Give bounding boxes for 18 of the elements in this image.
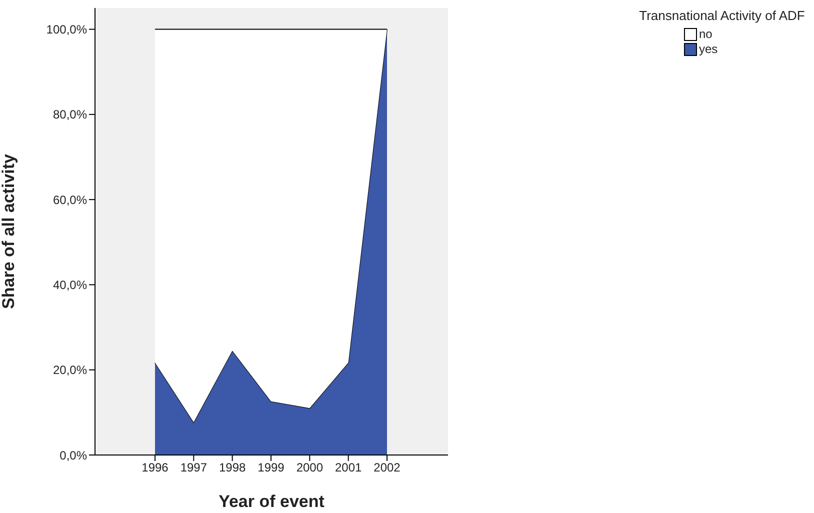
x-tick-label: 1996 xyxy=(142,460,169,475)
y-tick-label: 80,0% xyxy=(52,108,88,122)
y-tick-label: 100,0% xyxy=(46,22,88,37)
y-tick-label: 20,0% xyxy=(52,363,88,378)
x-tick-label: 2002 xyxy=(374,460,401,475)
x-tick-label: 2001 xyxy=(334,460,362,475)
y-tick-label: 40,0% xyxy=(52,278,88,292)
x-tick-label: 1997 xyxy=(180,460,208,475)
y-tick-label: 0,0% xyxy=(60,448,88,462)
legend-label: yes xyxy=(698,42,719,57)
x-tick-label: 1999 xyxy=(258,460,285,475)
y-tick-label: 60,0% xyxy=(52,192,88,207)
y-axis-title: Share of all activity xyxy=(0,153,18,309)
legend-label: no xyxy=(698,27,714,42)
x-tick-label: 2000 xyxy=(296,460,324,475)
x-axis-title: Year of event xyxy=(218,492,325,511)
legend-title: Transnational Activity of ADF xyxy=(638,8,806,23)
x-tick-label: 1998 xyxy=(218,460,246,475)
